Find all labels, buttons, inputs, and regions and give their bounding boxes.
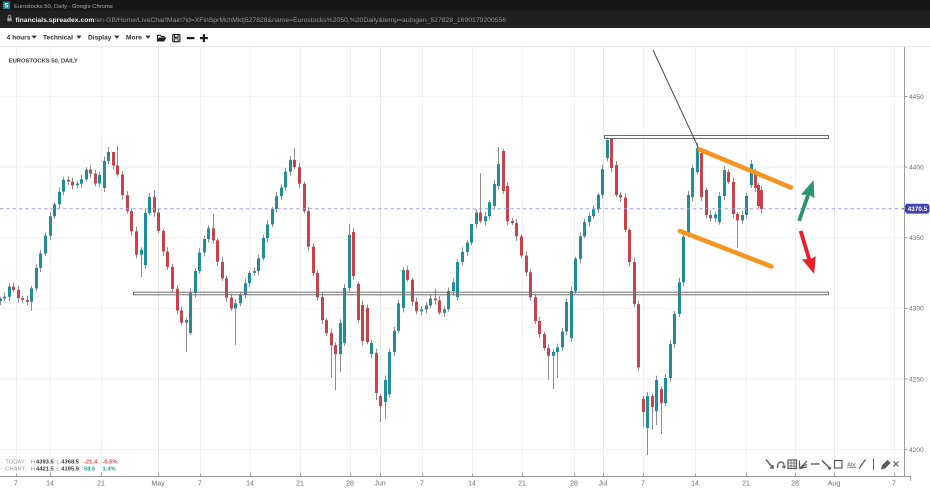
svg-text:7: 7 <box>198 481 202 488</box>
svg-text:4393.5: 4393.5 <box>36 459 55 465</box>
svg-text:Technical: Technical <box>43 35 73 42</box>
svg-text:L:: L: <box>56 466 61 472</box>
svg-text:14: 14 <box>246 481 254 488</box>
svg-text:7: 7 <box>641 481 645 488</box>
svg-text:EUROSTOCKS 50, DAILY: EUROSTOCKS 50, DAILY <box>9 58 78 64</box>
svg-text:21: 21 <box>97 481 105 488</box>
svg-text:4368.5: 4368.5 <box>61 459 80 465</box>
svg-text:H:: H: <box>31 459 37 465</box>
svg-text:28: 28 <box>570 481 578 488</box>
svg-text:4195.9: 4195.9 <box>61 466 80 472</box>
svg-text:4200: 4200 <box>909 447 924 454</box>
svg-text:58.6: 58.6 <box>84 466 96 472</box>
svg-text:financials.spreadex.com/en-GB/: financials.spreadex.com/en-GB/Home/LiveC… <box>16 17 507 24</box>
svg-text:7: 7 <box>14 481 18 488</box>
svg-text:Jul: Jul <box>599 481 608 488</box>
svg-text:4250: 4250 <box>909 376 924 383</box>
svg-text:4400: 4400 <box>909 164 924 171</box>
svg-text:Aug: Aug <box>828 481 841 488</box>
svg-text:21: 21 <box>742 481 750 488</box>
svg-text:28: 28 <box>791 481 799 488</box>
svg-text:4450: 4450 <box>909 94 924 101</box>
svg-text:21: 21 <box>518 481 526 488</box>
svg-text:4 hours: 4 hours <box>7 35 31 42</box>
svg-text:4421.5: 4421.5 <box>36 466 55 472</box>
svg-text:Abc: Abc <box>847 462 857 468</box>
svg-text:H:: H: <box>31 466 37 472</box>
svg-text:More: More <box>126 35 142 42</box>
svg-text:Display: Display <box>88 35 112 42</box>
svg-text:28: 28 <box>346 481 354 488</box>
svg-text:S: S <box>4 3 8 10</box>
svg-text:7: 7 <box>892 481 896 488</box>
svg-text:7: 7 <box>420 481 424 488</box>
svg-text:4370.5: 4370.5 <box>908 206 928 213</box>
svg-text:CHART:: CHART: <box>5 466 26 472</box>
svg-text:14: 14 <box>468 481 476 488</box>
svg-text:May: May <box>151 481 165 488</box>
svg-text:4350: 4350 <box>909 235 924 242</box>
svg-text:L:: L: <box>56 459 61 465</box>
svg-text:14: 14 <box>46 481 54 488</box>
svg-text:Jun: Jun <box>374 481 385 488</box>
svg-text:-21.4: -21.4 <box>84 459 98 465</box>
svg-text:21: 21 <box>296 481 304 488</box>
svg-text:-0.5%: -0.5% <box>103 459 118 465</box>
svg-text:Eurostocks 50, Daily - Google: Eurostocks 50, Daily - Google Chrome <box>14 4 113 10</box>
svg-text:4300: 4300 <box>909 306 924 313</box>
svg-text:1.4%: 1.4% <box>103 466 116 472</box>
svg-text:TODAY:: TODAY: <box>5 459 26 465</box>
svg-text:14: 14 <box>691 481 699 488</box>
